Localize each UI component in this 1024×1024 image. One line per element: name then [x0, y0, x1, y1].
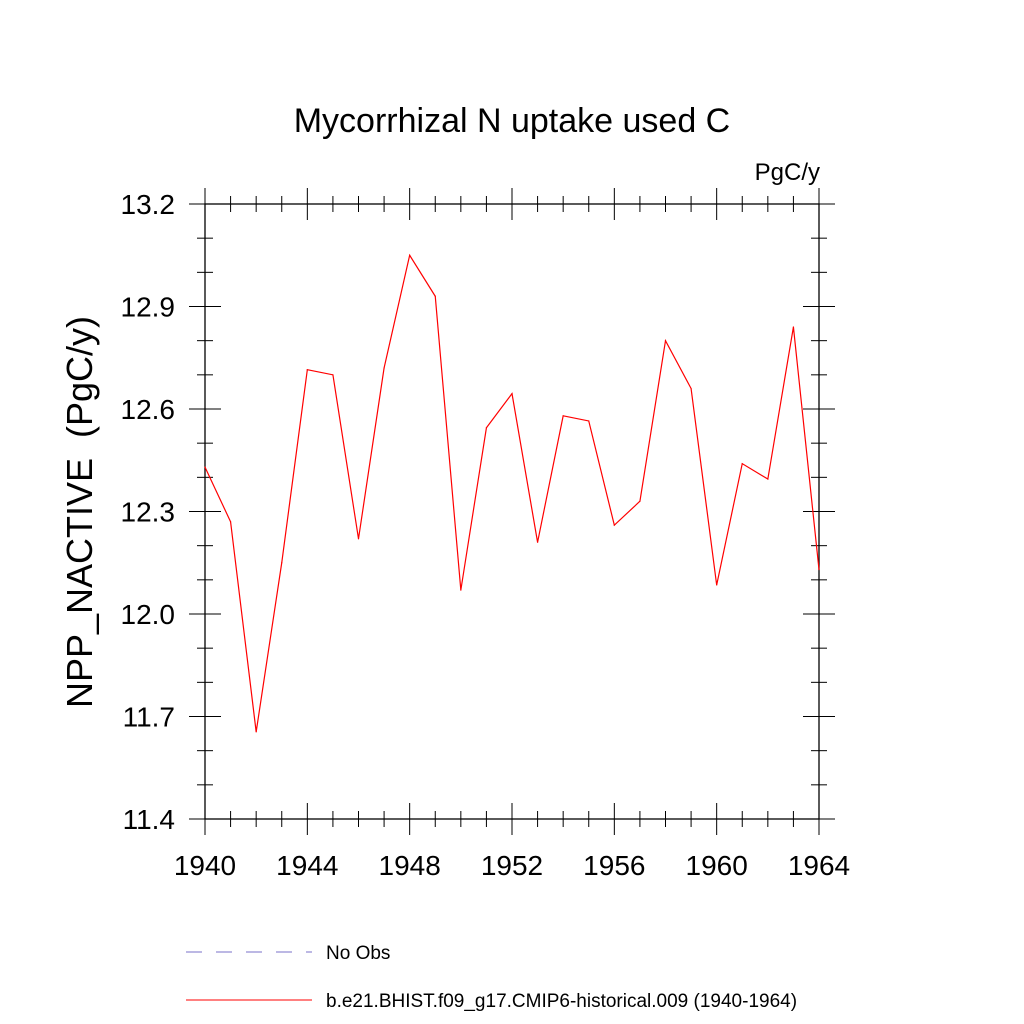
data-point	[741, 463, 743, 465]
data-point	[639, 500, 641, 502]
chart-title: Mycorrhizal N uptake used C	[294, 102, 731, 140]
y-tick-label: 12.3	[121, 497, 176, 528]
y-tick-label: 11.7	[123, 702, 175, 733]
data-point	[357, 538, 360, 540]
legend-label: b.e21.BHIST.f09_g17.CMIP6-historical.009…	[326, 991, 797, 1012]
data-point	[562, 415, 564, 417]
data-point	[613, 524, 615, 526]
data-point	[281, 562, 283, 564]
units-label: PgC/y	[755, 159, 820, 186]
x-tick-label: 1944	[276, 850, 338, 881]
plot-frame	[204, 203, 820, 820]
x-tick-label: 1940	[174, 850, 236, 881]
data-point	[204, 466, 206, 468]
data-point	[588, 420, 590, 422]
data-point	[511, 393, 513, 395]
data-point	[792, 326, 795, 328]
legend: No Obs b.e21.BHIST.f09_g17.CMIP6-historic…	[186, 943, 797, 1012]
data-point	[818, 568, 820, 571]
y-tick-label: 12.9	[121, 292, 176, 323]
y-axis-label: NPP_NACTIVE (PgC/y)	[59, 316, 100, 708]
plot-area: 1940 1944 1948 1952 1956 1960 1964 11.4 11.7 12.0…	[121, 188, 850, 881]
x-tick-label: 1956	[583, 850, 645, 881]
legend-label: No Obs	[326, 943, 390, 964]
data-point	[767, 478, 769, 480]
y-tick-label: 12.6	[121, 394, 176, 425]
series-line	[204, 253, 820, 732]
data-point	[229, 521, 232, 523]
x-tick-label: 1952	[481, 850, 543, 881]
data-point	[664, 340, 667, 342]
y-tick-label: 12.0	[121, 599, 176, 630]
data-point	[332, 374, 334, 376]
data-point	[536, 541, 539, 543]
y-tick-label: 13.2	[121, 189, 176, 220]
data-point	[460, 589, 462, 591]
x-tick-label: 1948	[379, 850, 441, 881]
data-point	[716, 584, 718, 586]
data-point	[383, 367, 385, 369]
x-tick-label: 1964	[788, 850, 850, 881]
data-point	[409, 254, 411, 256]
y-tick-label: 11.4	[123, 804, 175, 835]
data-point	[306, 369, 308, 371]
data-point	[255, 731, 257, 733]
data-point	[434, 295, 436, 297]
x-tick-label: 1960	[686, 850, 748, 881]
data-point	[485, 427, 488, 429]
data-point	[690, 387, 692, 390]
